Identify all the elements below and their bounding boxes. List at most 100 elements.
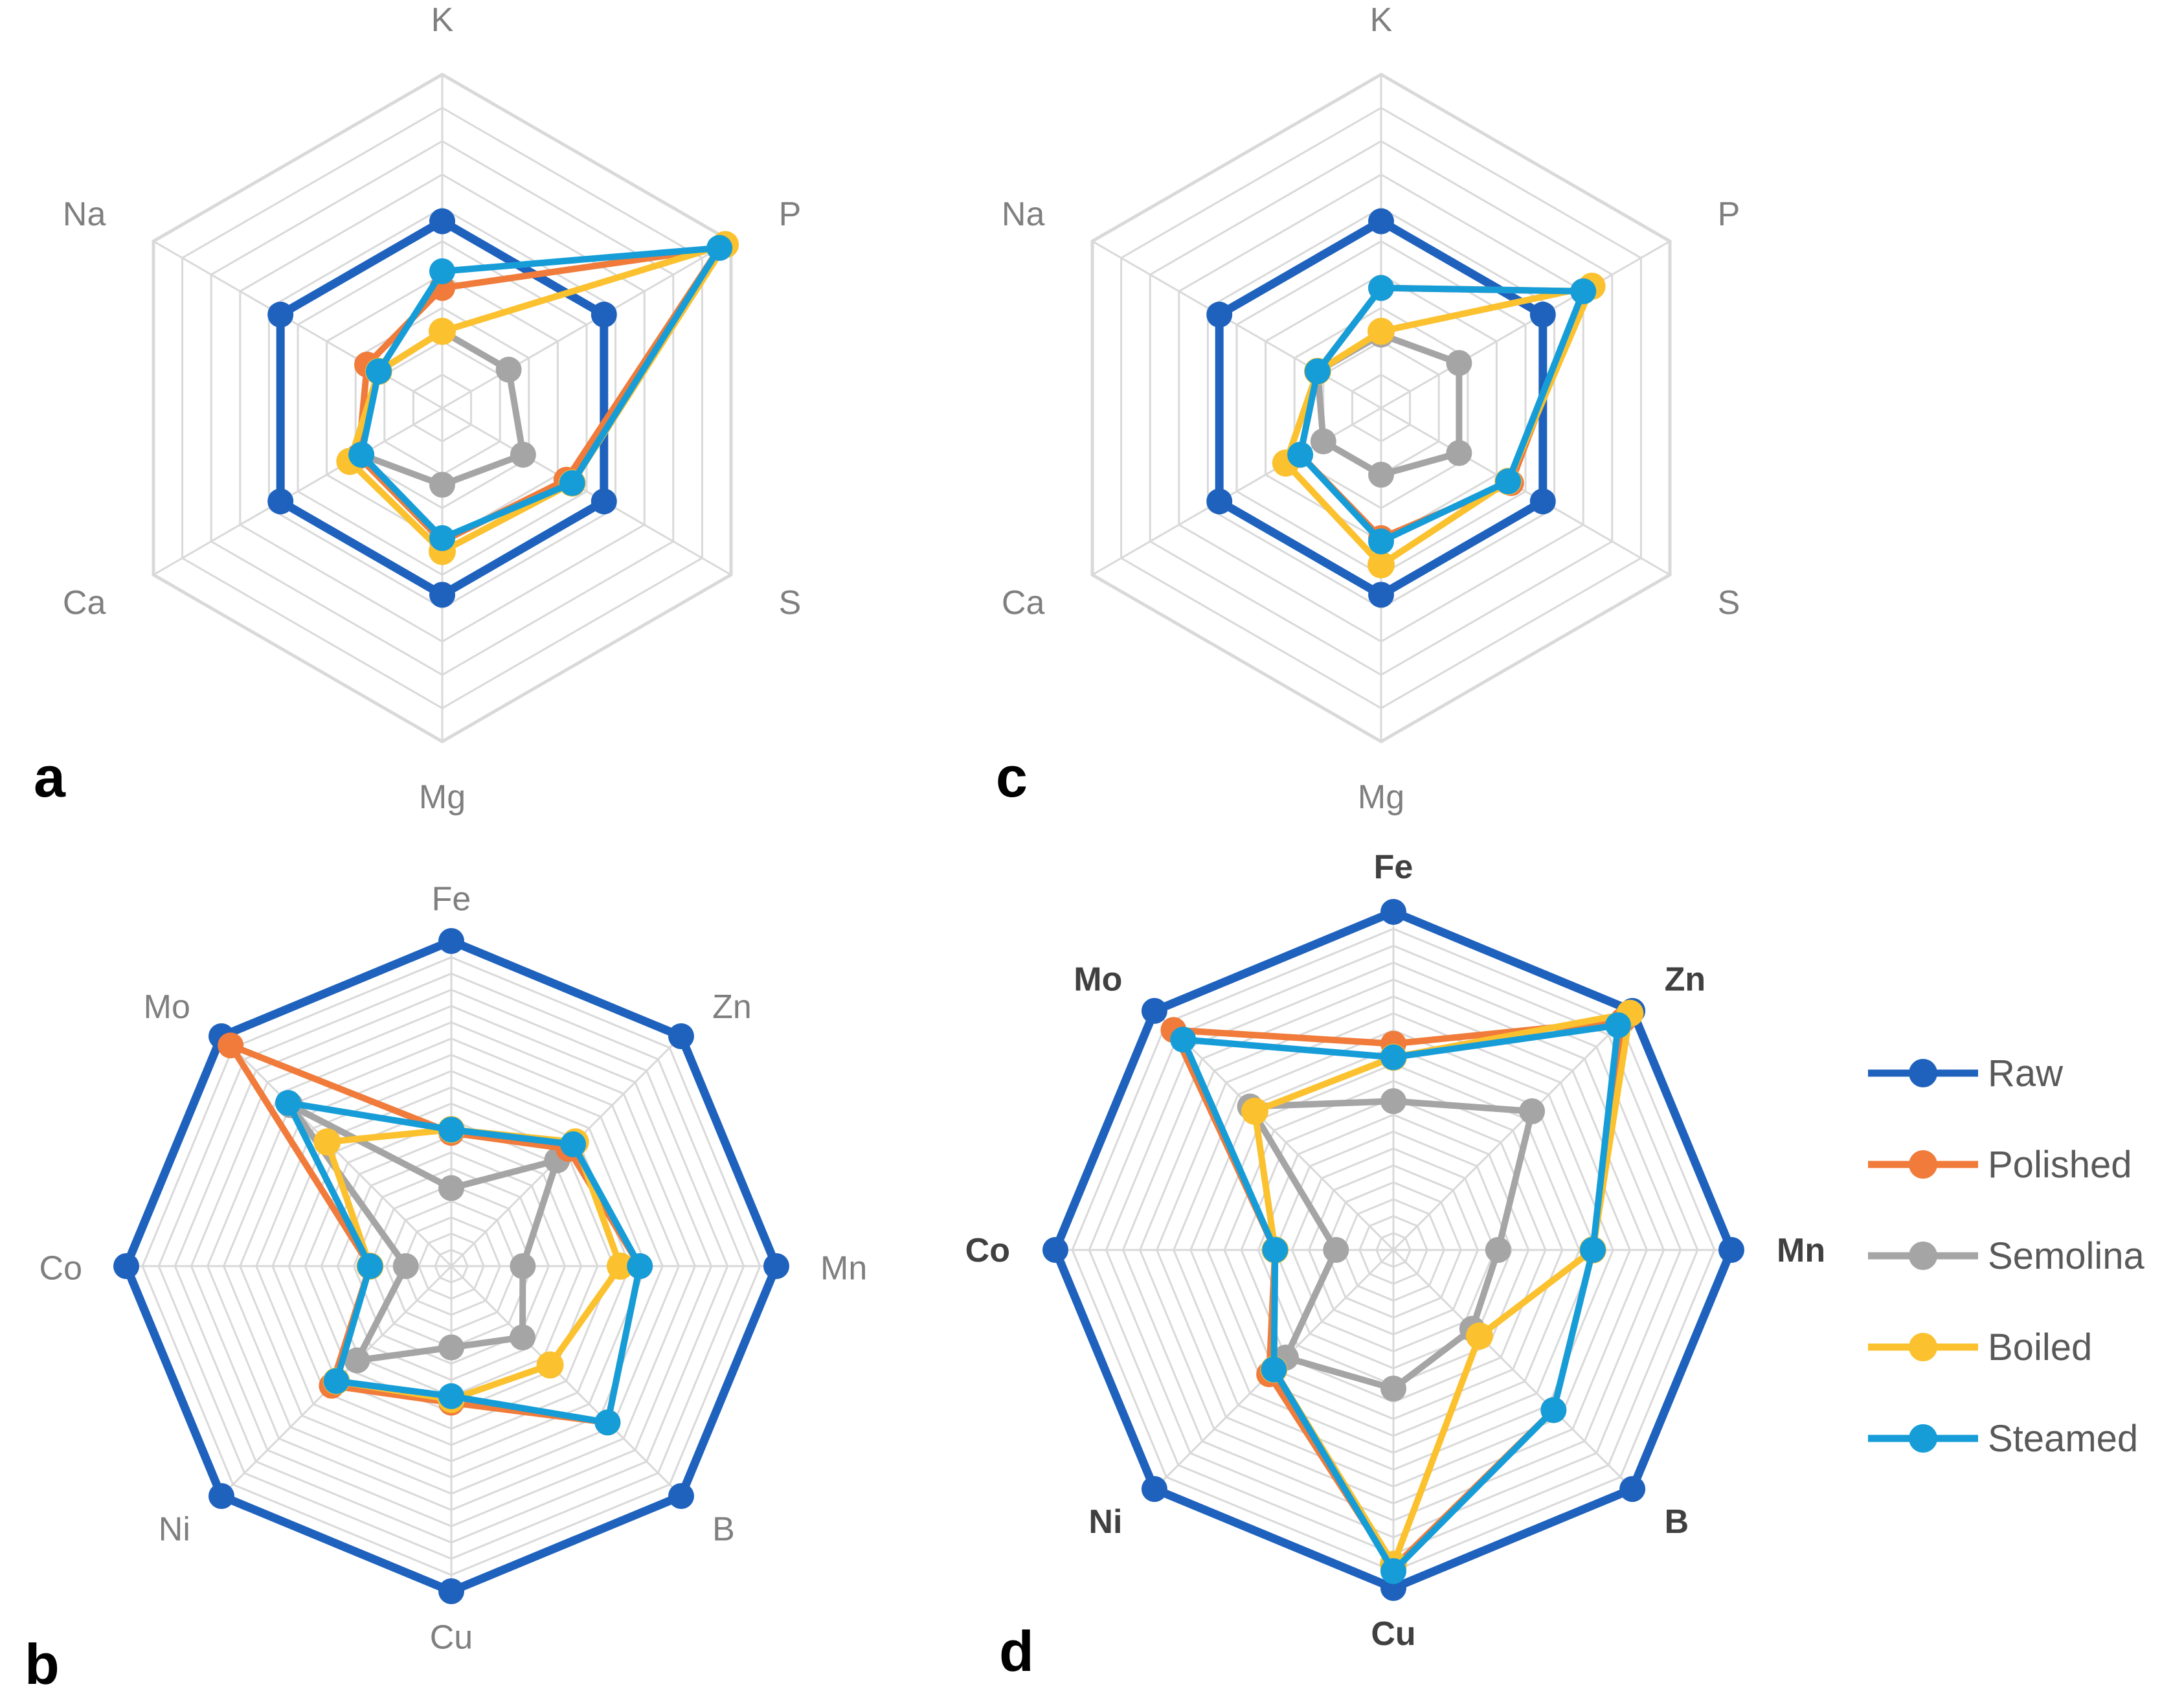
data-point-boiled-mo bbox=[1241, 1097, 1268, 1125]
axis-label-cu: Cu bbox=[430, 1618, 473, 1656]
data-point-steamed-b bbox=[1540, 1397, 1567, 1424]
axis-label-mo: Mo bbox=[144, 988, 190, 1026]
data-point-steamed-s bbox=[1495, 468, 1522, 495]
axis-label-b: B bbox=[712, 1510, 735, 1548]
axis-label-p: P bbox=[779, 196, 802, 233]
data-point-semolina-co bbox=[392, 1253, 419, 1279]
data-point-steamed-b bbox=[594, 1409, 621, 1436]
series-steamed bbox=[275, 1090, 653, 1436]
data-point-raw-mg bbox=[1368, 582, 1394, 608]
series-line-boiled bbox=[1251, 1010, 1634, 1568]
axis-label-mn: Mn bbox=[820, 1249, 867, 1287]
grid-spoke bbox=[450, 1265, 682, 1497]
axis-label-co: Co bbox=[39, 1249, 82, 1287]
axis-label-mo: Mo bbox=[1074, 961, 1122, 999]
data-point-steamed-ca bbox=[1287, 442, 1314, 468]
data-point-raw-b bbox=[668, 1483, 694, 1509]
axis-label-mg: Mg bbox=[419, 778, 466, 816]
data-point-steamed-zn bbox=[1605, 1012, 1631, 1038]
axis-label-fe: Fe bbox=[432, 880, 471, 918]
data-point-raw-co bbox=[113, 1253, 139, 1279]
data-point-semolina-s bbox=[510, 442, 536, 468]
axis-label-s: S bbox=[1718, 584, 1740, 622]
legend-item-semolina: Semolina bbox=[1868, 1235, 2145, 1277]
axis-label-ca: Ca bbox=[1002, 584, 1045, 622]
data-point-steamed-fe bbox=[1380, 1044, 1406, 1071]
axis-label-k: K bbox=[431, 1, 454, 39]
data-point-steamed-mg bbox=[1368, 528, 1394, 554]
data-point-raw-mo bbox=[1141, 997, 1167, 1024]
data-point-steamed-ni bbox=[1261, 1356, 1287, 1383]
grid-spoke bbox=[1380, 407, 1671, 576]
axis-label-s: S bbox=[779, 584, 802, 622]
data-point-steamed-na bbox=[365, 358, 392, 385]
axis-label-cu: Cu bbox=[1371, 1615, 1415, 1653]
data-point-raw-b bbox=[1619, 1476, 1646, 1503]
legend-item-polished: Polished bbox=[1868, 1144, 2132, 1186]
panel-letter-a: a bbox=[34, 745, 66, 809]
series-raw bbox=[1206, 208, 1556, 608]
data-point-steamed-k bbox=[429, 258, 455, 284]
data-point-raw-ni bbox=[1141, 1476, 1167, 1503]
data-point-raw-ni bbox=[208, 1483, 234, 1509]
axis-label-ni: Ni bbox=[159, 1510, 190, 1548]
data-point-raw-na bbox=[267, 301, 294, 328]
data-point-boiled-b bbox=[1465, 1322, 1493, 1350]
data-point-steamed-ca bbox=[348, 442, 375, 468]
axis-label-p: P bbox=[1718, 196, 1740, 233]
data-point-semolina-cu bbox=[1380, 1376, 1406, 1401]
axis-label-na: Na bbox=[1002, 196, 1045, 233]
axis-label-ca: Ca bbox=[63, 584, 106, 622]
series-steamed bbox=[1287, 275, 1597, 554]
data-point-semolina-cu bbox=[438, 1334, 464, 1361]
legend-label-raw: Raw bbox=[1988, 1052, 2064, 1095]
data-point-boiled-mo bbox=[313, 1128, 341, 1156]
data-point-semolina-p bbox=[495, 356, 522, 383]
axis-label-fe: Fe bbox=[1374, 848, 1413, 886]
data-point-semolina-ni bbox=[344, 1347, 370, 1374]
data-point-steamed-na bbox=[1304, 358, 1331, 385]
radar-panel-c: K P S Mg Ca Na c bbox=[996, 1, 1740, 816]
axis-label-zn: Zn bbox=[1665, 961, 1706, 999]
data-point-raw-k bbox=[1368, 208, 1394, 234]
series-polished bbox=[345, 234, 733, 554]
data-point-steamed-zn bbox=[560, 1131, 587, 1157]
axis-label-co: Co bbox=[965, 1232, 1010, 1269]
panel-letter-c: c bbox=[996, 745, 1028, 809]
data-point-raw-na bbox=[1206, 301, 1233, 328]
data-point-steamed-k bbox=[1368, 275, 1394, 301]
data-point-raw-ca bbox=[1206, 488, 1233, 515]
data-point-semolina-ca bbox=[1310, 428, 1336, 455]
data-point-boiled-mg bbox=[1368, 551, 1395, 578]
legend-swatch-marker bbox=[1909, 1424, 1937, 1453]
data-point-boiled-b bbox=[536, 1351, 564, 1379]
data-point-raw-mn bbox=[1718, 1237, 1744, 1263]
data-point-steamed-cu bbox=[438, 1383, 464, 1409]
grid-spoke bbox=[1153, 1010, 1395, 1251]
data-point-steamed-mn bbox=[627, 1253, 653, 1279]
data-point-semolina-fe bbox=[1380, 1088, 1406, 1115]
data-point-raw-fe bbox=[438, 928, 464, 954]
data-point-semolina-b bbox=[510, 1324, 535, 1350]
legend-swatch-marker bbox=[1909, 1333, 1937, 1361]
data-point-steamed-mo bbox=[1170, 1027, 1197, 1053]
legend-label-polished: Polished bbox=[1988, 1144, 2132, 1186]
data-point-raw-cu bbox=[438, 1578, 464, 1604]
data-point-polished-mo bbox=[218, 1032, 244, 1059]
panel-letter-b: b bbox=[25, 1632, 60, 1696]
legend-item-boiled: Boiled bbox=[1868, 1326, 2092, 1368]
legend-swatch-marker bbox=[1909, 1059, 1937, 1087]
series-raw bbox=[267, 208, 617, 608]
legend: Raw Polished Semolina Boiled Steamed bbox=[1868, 1052, 2145, 1460]
grid-spoke bbox=[1092, 240, 1382, 409]
radar-panel-b: Fe Zn Mn B Cu Ni Co Mo b bbox=[25, 880, 867, 1696]
legend-label-boiled: Boiled bbox=[1988, 1326, 2092, 1368]
data-point-steamed-co bbox=[1262, 1237, 1289, 1263]
data-point-raw-s bbox=[1529, 488, 1556, 515]
grid-spoke bbox=[442, 407, 732, 576]
data-point-steamed-s bbox=[559, 470, 585, 496]
data-point-steamed-mn bbox=[1580, 1237, 1606, 1263]
radar-panel-a: K P S Mg Ca Na a bbox=[34, 1, 801, 816]
data-point-steamed-fe bbox=[438, 1117, 464, 1143]
